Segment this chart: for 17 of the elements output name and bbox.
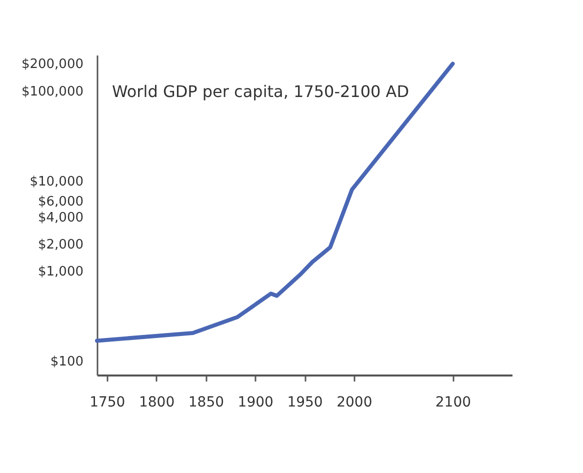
- y-tick-label: $10,000: [30, 174, 84, 190]
- y-tick-label: $100,000: [21, 84, 84, 100]
- y-tick-label: $1,000: [38, 264, 84, 280]
- x-tick-label: 1900: [238, 394, 274, 410]
- line-series: [95, 62, 455, 343]
- y-tick-label: $100: [50, 354, 84, 370]
- x-tick-label: 1750: [90, 394, 126, 410]
- x-tick-label: 2100: [435, 394, 472, 410]
- x-tick-label: 1950: [287, 394, 323, 410]
- x-tick-label: 1850: [188, 394, 224, 410]
- y-tick-label: $6,000: [38, 194, 84, 210]
- x-tick-label: 2000: [336, 394, 372, 410]
- y-tick-label: $2,000: [38, 237, 84, 252]
- text: World GDP per capita, 1750-2100 AD: [112, 82, 410, 101]
- y-tick-label: $4,000: [38, 210, 84, 226]
- y-tick-label: $200,000: [21, 57, 84, 72]
- x-tick-label: 1800: [138, 394, 175, 410]
